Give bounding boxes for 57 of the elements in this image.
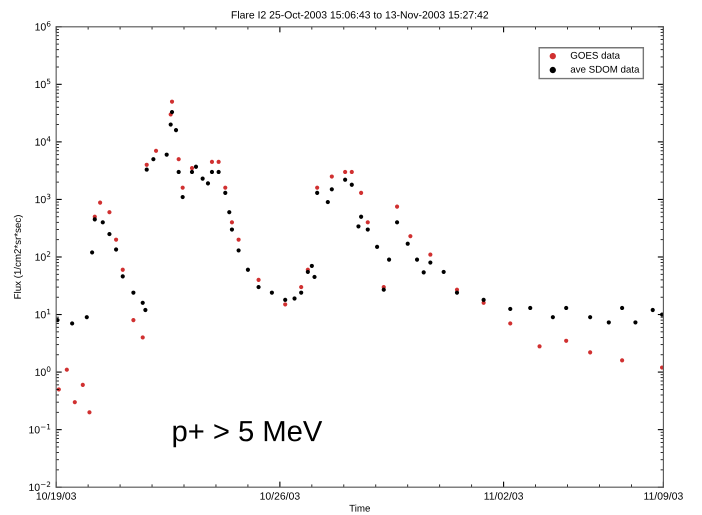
point bbox=[223, 186, 228, 190]
annotation: p+ > 5 MeV bbox=[173, 421, 322, 448]
y-tick-label: 10$^{4}$ bbox=[35, 136, 51, 146]
y-tick-label: 10$^{2}$ bbox=[35, 251, 50, 261]
point bbox=[154, 148, 158, 153]
point bbox=[660, 365, 664, 370]
legend-label: ave SDOM data bbox=[570, 66, 640, 73]
point bbox=[176, 157, 181, 162]
point bbox=[180, 186, 185, 190]
point bbox=[394, 204, 400, 209]
point bbox=[564, 338, 568, 343]
point bbox=[508, 321, 512, 326]
point bbox=[588, 350, 592, 354]
point bbox=[64, 368, 69, 372]
x-tick-label: 10/26/03 bbox=[260, 492, 300, 500]
point bbox=[408, 234, 412, 238]
y-tick-label: 10$^{−2}$ bbox=[29, 481, 50, 491]
x-tick-label: 11/02/03 bbox=[484, 492, 524, 500]
y-tick-label: 10$^{3}$ bbox=[35, 194, 50, 204]
point bbox=[170, 100, 174, 104]
point bbox=[315, 186, 320, 190]
chart-title: Flare I2 25-Oct-2003 15:06:43 to 13-Nov-2003 15:27:42 bbox=[232, 10, 488, 19]
y-tick-label: 10$^{1}$ bbox=[35, 308, 50, 318]
point bbox=[359, 190, 364, 195]
point bbox=[107, 210, 112, 214]
point bbox=[210, 160, 214, 164]
point bbox=[190, 166, 194, 170]
legend-label: GOES data bbox=[570, 52, 620, 59]
y-axis-title: Flux (1/cm2*sr*sec) bbox=[14, 215, 23, 299]
x-tick-label: 11/09/03 bbox=[644, 492, 683, 500]
point bbox=[236, 238, 241, 242]
x-axis-title: Time bbox=[349, 504, 370, 512]
point bbox=[87, 410, 92, 414]
point bbox=[80, 382, 85, 387]
point bbox=[131, 318, 136, 322]
point bbox=[343, 170, 348, 174]
point bbox=[299, 284, 304, 290]
point bbox=[366, 220, 370, 224]
point bbox=[144, 162, 149, 167]
point bbox=[330, 174, 334, 179]
point bbox=[98, 200, 102, 205]
point bbox=[256, 278, 261, 282]
point bbox=[537, 344, 542, 348]
x-tick-label: 10/19/03 bbox=[36, 492, 76, 500]
point bbox=[350, 170, 354, 174]
y-tick-label: 10$^{0}$ bbox=[35, 366, 50, 376]
point bbox=[428, 252, 432, 257]
point bbox=[216, 160, 221, 164]
y-tick-label: 10$^{6}$ bbox=[35, 21, 50, 31]
point bbox=[230, 220, 234, 224]
point bbox=[114, 238, 118, 242]
point bbox=[283, 302, 288, 306]
point bbox=[72, 400, 77, 404]
point bbox=[140, 335, 145, 340]
y-tick-label: 10$^{5}$ bbox=[35, 78, 50, 88]
point bbox=[620, 358, 624, 362]
y-tick-label: 10$^{−1}$ bbox=[29, 424, 50, 434]
